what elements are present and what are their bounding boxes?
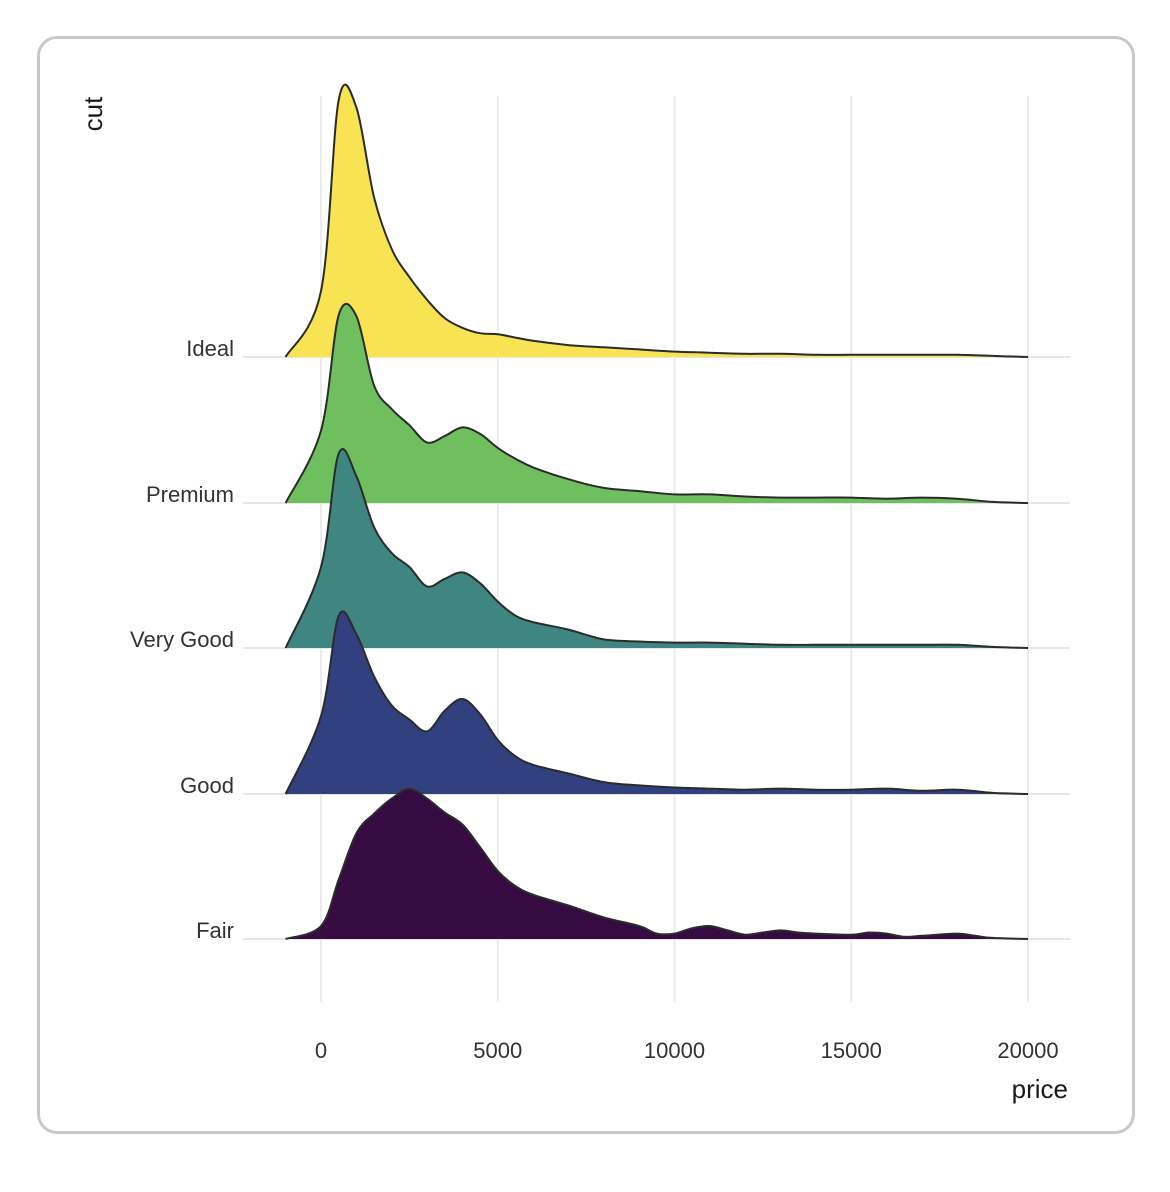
- x-axis-title: price: [1012, 1074, 1068, 1104]
- ridge-area-fair: [285, 788, 1029, 939]
- category-label: Fair: [196, 918, 234, 943]
- y-axis-title: cut: [78, 96, 108, 131]
- ridge-outline-good: [284, 610, 1029, 795]
- ridge-area-very-good: [285, 448, 1029, 648]
- ridge-outline-fair: [285, 787, 1029, 940]
- ridge-outline-very-good: [284, 448, 1029, 649]
- x-tick-label: 0: [315, 1038, 327, 1063]
- category-label: Good: [180, 773, 234, 798]
- ridge-outline-ideal: [284, 83, 1029, 358]
- ridge-area-premium: [285, 303, 1029, 503]
- chart-card: [37, 36, 1135, 1134]
- ridge-area-good: [285, 611, 1029, 794]
- category-label: Ideal: [186, 336, 234, 361]
- x-tick-label: 20000: [997, 1038, 1058, 1063]
- x-tick-label: 15000: [821, 1038, 882, 1063]
- x-tick-label: 5000: [473, 1038, 522, 1063]
- x-tick-label: 10000: [644, 1038, 705, 1063]
- category-label: Premium: [146, 482, 234, 507]
- ridge-area-ideal: [285, 84, 1029, 358]
- category-label: Very Good: [130, 627, 234, 652]
- ridge-outline-premium: [284, 302, 1029, 504]
- label-layer: 0 5000 10000 15000 20000 Fair Good Very Good Pre…: [130, 336, 1059, 1063]
- ridge-layer: [284, 83, 1029, 940]
